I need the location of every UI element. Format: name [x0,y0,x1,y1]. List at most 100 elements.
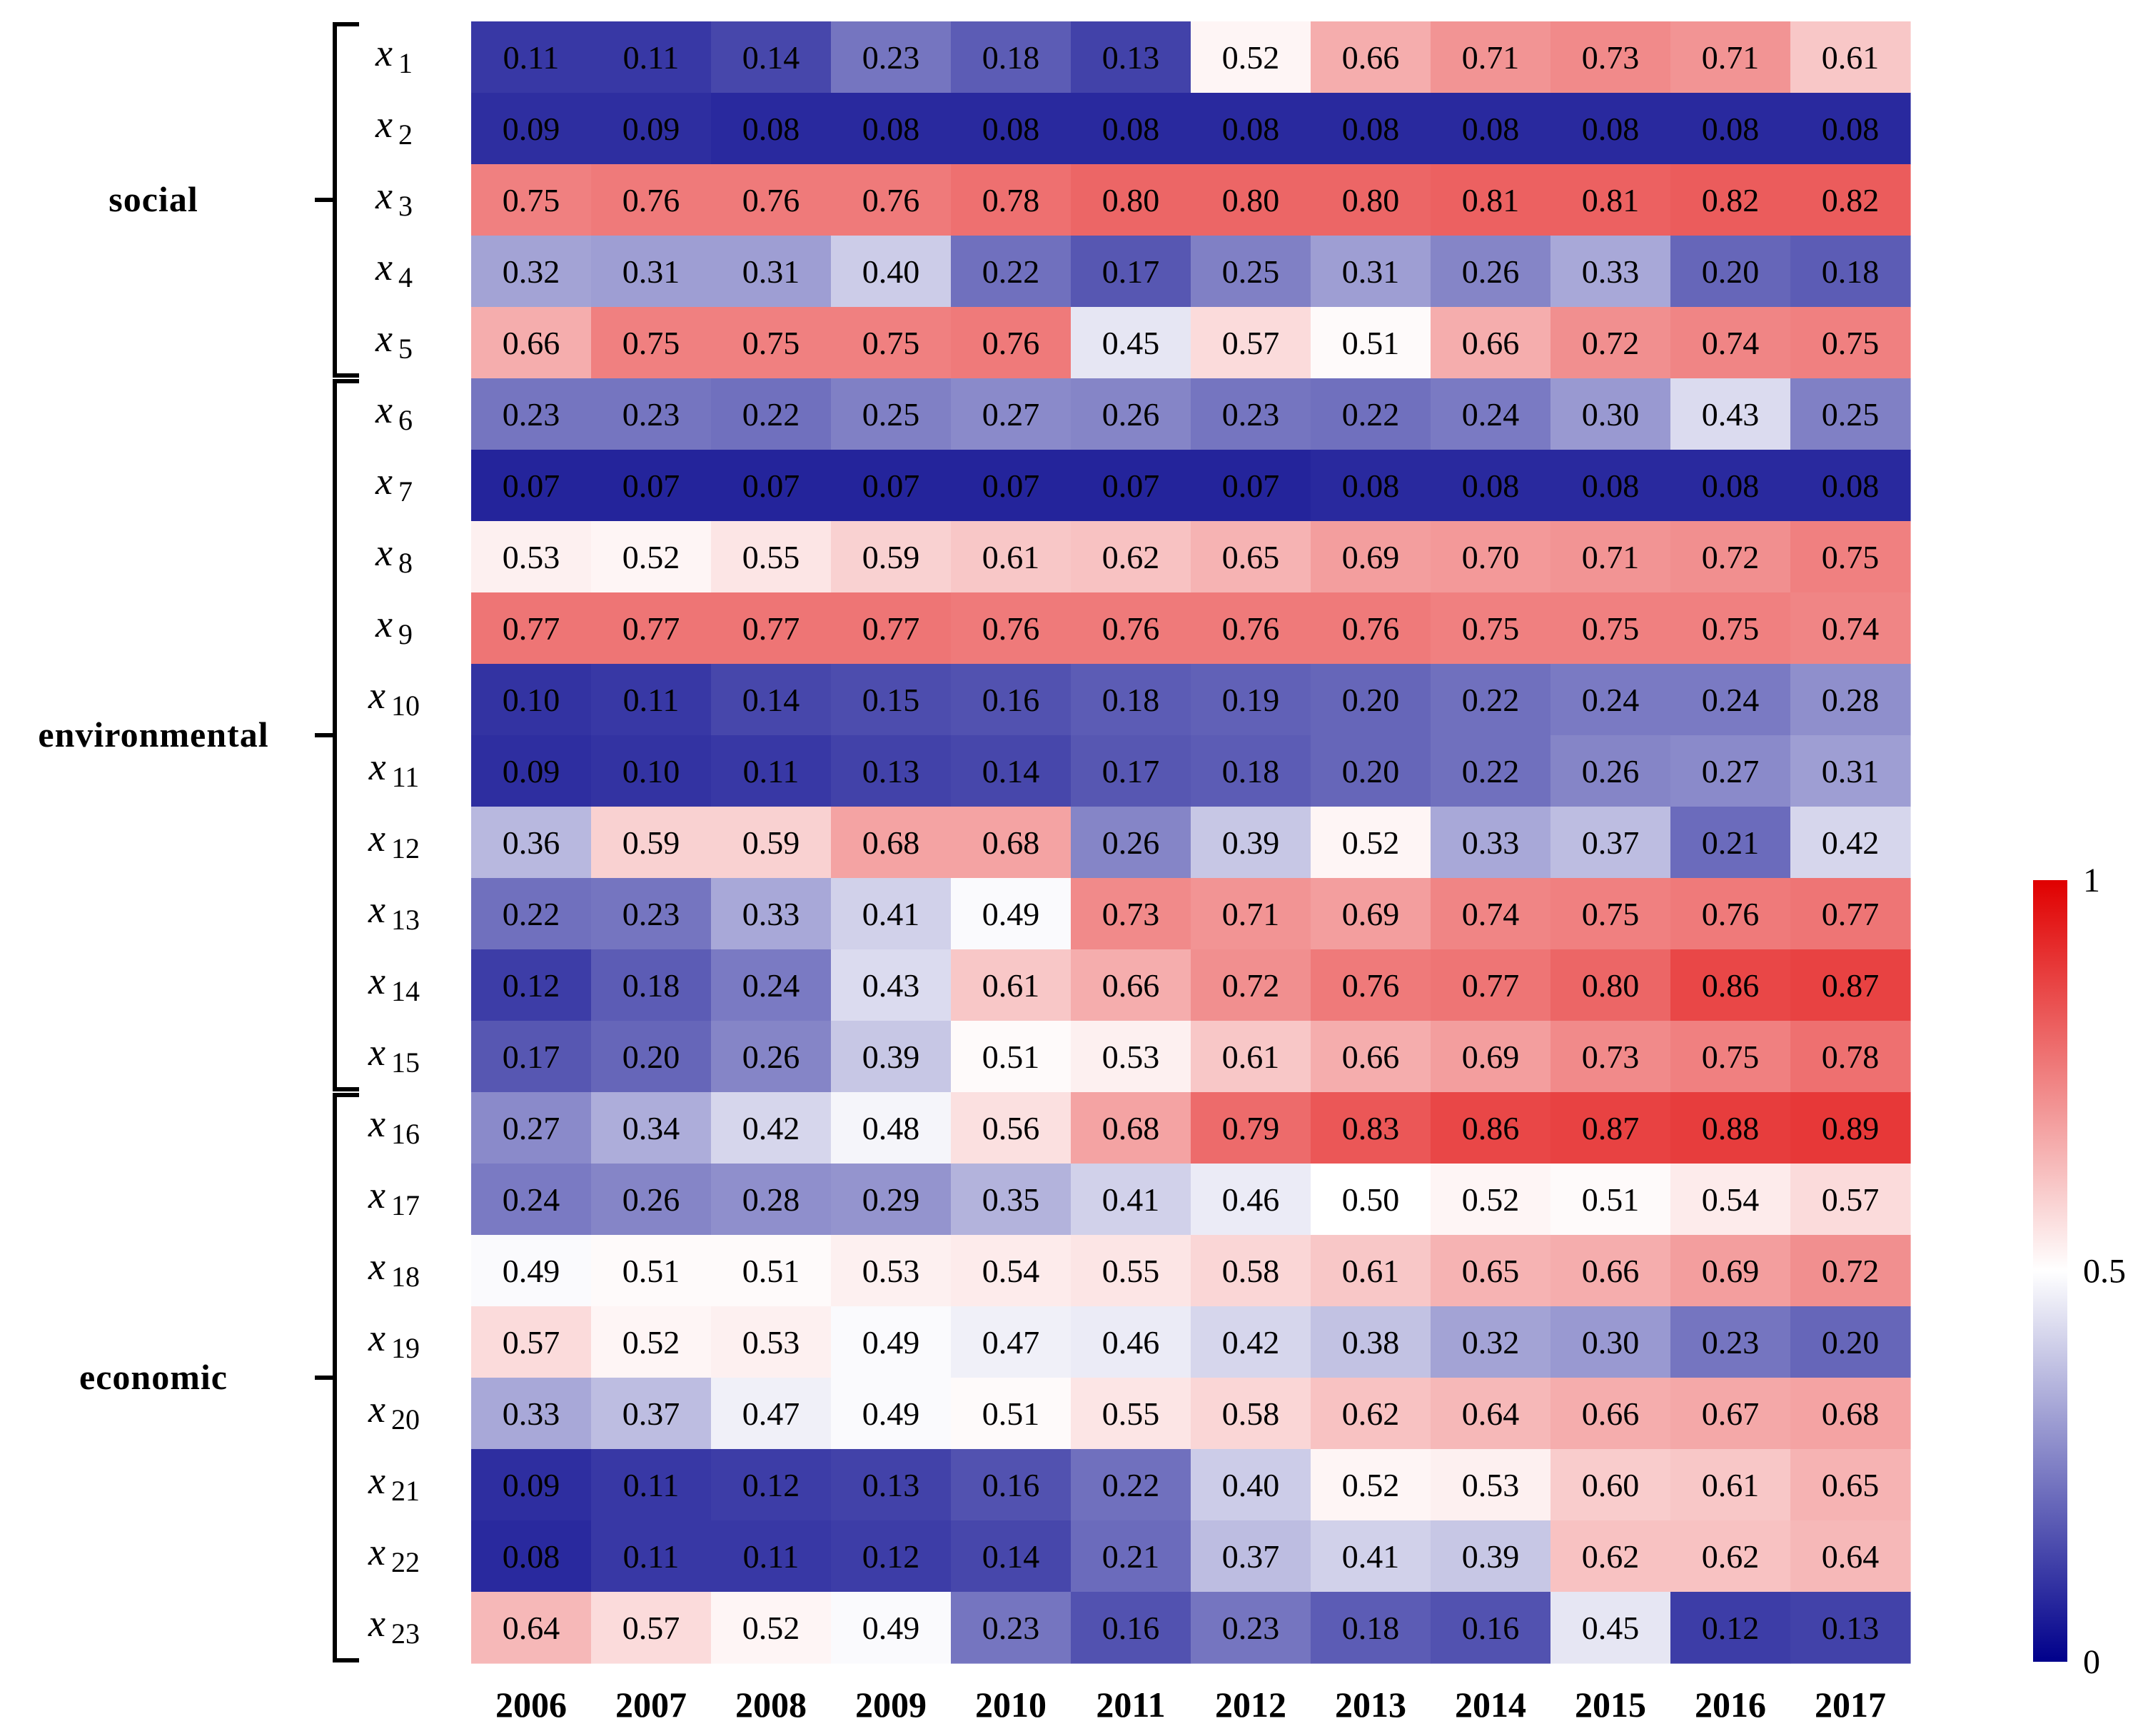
heatmap-cell [591,949,712,1021]
cell-value-label: 0.51 [622,1253,680,1289]
cell-value-label: 0.66 [1582,1253,1640,1289]
heatmap-cell [951,93,1072,165]
heatmap-cell [1790,664,1911,736]
heatmap-cell [1431,164,1551,236]
cell-value-label: 0.28 [1822,682,1880,718]
heatmap-cell [1431,1092,1551,1164]
cell-value-label: 0.32 [1462,1324,1520,1361]
row-label: x 22 [368,1530,420,1578]
heatmap-cell [1311,1021,1431,1093]
heatmap-cell [1670,307,1791,379]
heatmap-cell [1670,592,1791,665]
heatmap-cell [831,450,952,522]
cell-value-label: 0.07 [1222,468,1280,504]
heatmap-cell [591,878,712,950]
cell-value-label: 0.41 [1102,1181,1160,1218]
cell-value-label: 0.11 [623,1538,680,1575]
heatmap-cell [1191,735,1311,807]
heatmap-cell [1790,1235,1911,1307]
cell-value-label: 0.59 [742,824,800,861]
heatmap-cell [1311,1592,1431,1664]
cell-value-label: 0.18 [622,967,680,1004]
cell-value-label: 0.62 [1342,1396,1400,1432]
heatmap-cell [591,93,712,165]
heatmap-cell [1790,307,1911,379]
heatmap-cell [711,521,832,593]
heatmap-cell [1431,1021,1551,1093]
heatmap-cell [831,1378,952,1450]
heatmap-cell [1071,807,1191,879]
heatmap-cell [1431,93,1551,165]
cell-value-label: 0.23 [622,396,680,433]
heatmap-cell [1550,807,1671,879]
heatmap-cell [951,878,1072,950]
cell-value-label: 0.33 [1462,824,1520,861]
cell-value-label: 0.29 [862,1181,920,1218]
cell-value-label: 0.17 [1102,253,1160,290]
heatmap-cell [471,1235,592,1307]
cell-value-label: 0.80 [1582,967,1640,1004]
cell-value-label: 0.88 [1702,1110,1760,1146]
heatmap-cell [591,21,712,94]
cell-value-label: 0.31 [622,253,680,290]
cell-value-label: 0.12 [503,967,560,1004]
heatmap-value-labels: 0.11 0.11 0.14 0.23 0.18 0.13 0.52 0.66 0.71 0.73… [503,39,1880,1646]
heatmap-cell [831,1235,952,1307]
cell-value-label: 0.53 [862,1253,920,1289]
heatmap-cell [711,735,832,807]
cell-value-label: 0.75 [1702,610,1760,647]
colorbar-tick-label: 0 [2083,1643,2100,1681]
heatmap-cell [1790,164,1911,236]
heatmap-cell [1670,1164,1791,1236]
heatmap-cell [1431,878,1551,950]
cell-value-label: 0.75 [862,325,920,361]
cell-value-label: 0.82 [1822,182,1880,218]
heatmap-cell [1431,735,1551,807]
cell-value-label: 0.18 [1102,682,1160,718]
cell-value-label: 0.22 [1342,396,1400,433]
heatmap-cell [951,1520,1072,1593]
heatmap-cell [591,592,712,665]
heatmap-cell [831,735,952,807]
cell-value-label: 0.66 [1342,1039,1400,1075]
cell-value-label: 0.52 [622,539,680,575]
cell-value-label: 0.72 [1702,539,1760,575]
cell-value-label: 0.08 [1822,468,1880,504]
heatmap-cell [1550,307,1671,379]
cell-value-label: 0.76 [1702,896,1760,932]
cell-value-label: 0.59 [862,539,920,575]
heatmap-cell [1670,378,1791,450]
row-label: x 19 [368,1316,420,1364]
cell-value-label: 0.50 [1342,1181,1400,1218]
cell-value-label: 0.71 [1582,539,1640,575]
heatmap-cell [1550,1592,1671,1664]
heatmap-cell [471,450,592,522]
cell-value-label: 0.18 [1342,1610,1400,1646]
cell-value-label: 0.52 [1342,824,1400,861]
cell-value-label: 0.79 [1222,1110,1280,1146]
cell-value-label: 0.40 [862,253,920,290]
heatmap-cell [591,164,712,236]
heatmap-cell [831,521,952,593]
heatmap-cell [831,93,952,165]
cell-value-label: 0.31 [1822,753,1880,789]
cell-value-label: 0.53 [1102,1039,1160,1075]
cell-value-label: 0.80 [1222,182,1280,218]
heatmap-cell [951,807,1072,879]
heatmap-cell [1670,164,1791,236]
heatmap-cell [951,1021,1072,1093]
colorbar: 10.50 [2033,862,2126,1681]
cell-value-label: 0.22 [1462,682,1520,718]
cell-value-label: 0.23 [862,39,920,76]
cell-value-label: 0.49 [862,1396,920,1432]
heatmap-cell [711,1592,832,1664]
cell-value-label: 0.16 [982,1467,1040,1503]
cell-value-label: 0.08 [1822,111,1880,147]
cell-value-label: 0.35 [982,1181,1040,1218]
cell-value-label: 0.75 [503,182,560,218]
cell-value-label: 0.68 [982,824,1040,861]
cell-value-label: 0.75 [1582,896,1640,932]
